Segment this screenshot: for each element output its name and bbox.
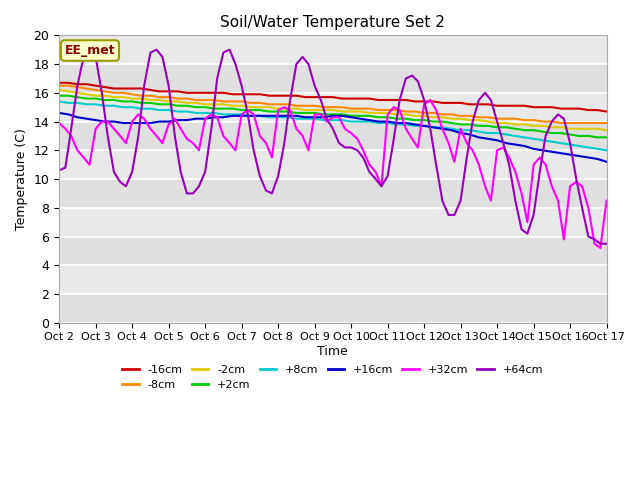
+8cm: [55, 98, 63, 104]
Y-axis label: Temperature (C): Temperature (C): [15, 128, 28, 230]
Line: -16cm: -16cm: [59, 83, 607, 111]
+16cm: [247, 113, 255, 119]
+64cm: [189, 191, 197, 196]
Bar: [59, 64, 607, 93]
X-axis label: Time: Time: [317, 345, 348, 358]
-2cm: [183, 100, 191, 106]
+2cm: [384, 114, 392, 120]
Legend: -16cm, -8cm, -2cm, +2cm, +8cm, +16cm, +32cm, +64cm: -16cm, -8cm, -2cm, +2cm, +8cm, +16cm, +3…: [118, 360, 548, 395]
+16cm: [530, 146, 538, 152]
+64cm: [524, 231, 531, 237]
Bar: [59, 265, 607, 294]
-8cm: [348, 106, 355, 111]
-2cm: [384, 110, 392, 116]
Bar: [59, 294, 607, 323]
+64cm: [378, 183, 385, 189]
-2cm: [530, 123, 538, 129]
-8cm: [603, 120, 611, 126]
-16cm: [603, 108, 611, 114]
+32cm: [524, 219, 531, 225]
+32cm: [603, 198, 611, 204]
+16cm: [348, 114, 355, 120]
-8cm: [183, 96, 191, 101]
+8cm: [183, 108, 191, 114]
Text: EE_met: EE_met: [65, 44, 115, 57]
Bar: [59, 93, 607, 121]
+2cm: [55, 93, 63, 98]
+64cm: [202, 169, 209, 175]
+16cm: [55, 110, 63, 116]
+16cm: [384, 119, 392, 124]
-16cm: [530, 104, 538, 110]
-16cm: [164, 88, 172, 94]
+32cm: [372, 169, 380, 175]
+64cm: [55, 168, 63, 173]
Bar: [59, 150, 607, 179]
+8cm: [530, 136, 538, 142]
Line: -2cm: -2cm: [59, 90, 607, 130]
+32cm: [596, 245, 604, 251]
-16cm: [384, 97, 392, 103]
Title: Soil/Water Temperature Set 2: Soil/Water Temperature Set 2: [220, 15, 445, 30]
Line: +32cm: +32cm: [59, 100, 607, 248]
Line: +2cm: +2cm: [59, 96, 607, 137]
+64cm: [86, 44, 93, 50]
-16cm: [55, 80, 63, 85]
-2cm: [164, 98, 172, 104]
Line: +16cm: +16cm: [59, 113, 607, 162]
Bar: [59, 179, 607, 208]
+16cm: [164, 119, 172, 124]
-16cm: [348, 96, 355, 101]
Bar: [59, 121, 607, 150]
+2cm: [348, 113, 355, 119]
-8cm: [530, 117, 538, 123]
Line: +8cm: +8cm: [59, 101, 607, 150]
-8cm: [247, 100, 255, 106]
+16cm: [183, 117, 191, 123]
Line: +64cm: +64cm: [59, 47, 607, 244]
-16cm: [247, 91, 255, 97]
+2cm: [247, 107, 255, 113]
+32cm: [122, 140, 130, 146]
+32cm: [183, 136, 191, 142]
+2cm: [593, 134, 601, 140]
+8cm: [603, 147, 611, 153]
-2cm: [55, 87, 63, 93]
+32cm: [591, 241, 598, 247]
+2cm: [530, 127, 538, 133]
-8cm: [55, 83, 63, 88]
+2cm: [603, 134, 611, 140]
-8cm: [164, 94, 172, 100]
+8cm: [348, 119, 355, 124]
Bar: [59, 208, 607, 237]
Line: -8cm: -8cm: [59, 85, 607, 123]
-16cm: [183, 90, 191, 96]
+32cm: [426, 97, 434, 103]
+32cm: [55, 120, 63, 126]
+64cm: [596, 241, 604, 247]
+8cm: [384, 120, 392, 126]
+64cm: [128, 169, 136, 175]
+64cm: [591, 237, 598, 242]
-2cm: [348, 108, 355, 114]
-2cm: [247, 104, 255, 110]
Bar: [59, 36, 607, 64]
+2cm: [183, 103, 191, 108]
+8cm: [247, 113, 255, 119]
-2cm: [603, 127, 611, 133]
-8cm: [557, 120, 564, 126]
+8cm: [164, 107, 172, 113]
+2cm: [164, 101, 172, 107]
+16cm: [603, 159, 611, 165]
+32cm: [195, 147, 203, 153]
Bar: [59, 237, 607, 265]
+64cm: [603, 241, 611, 247]
-8cm: [384, 107, 392, 113]
